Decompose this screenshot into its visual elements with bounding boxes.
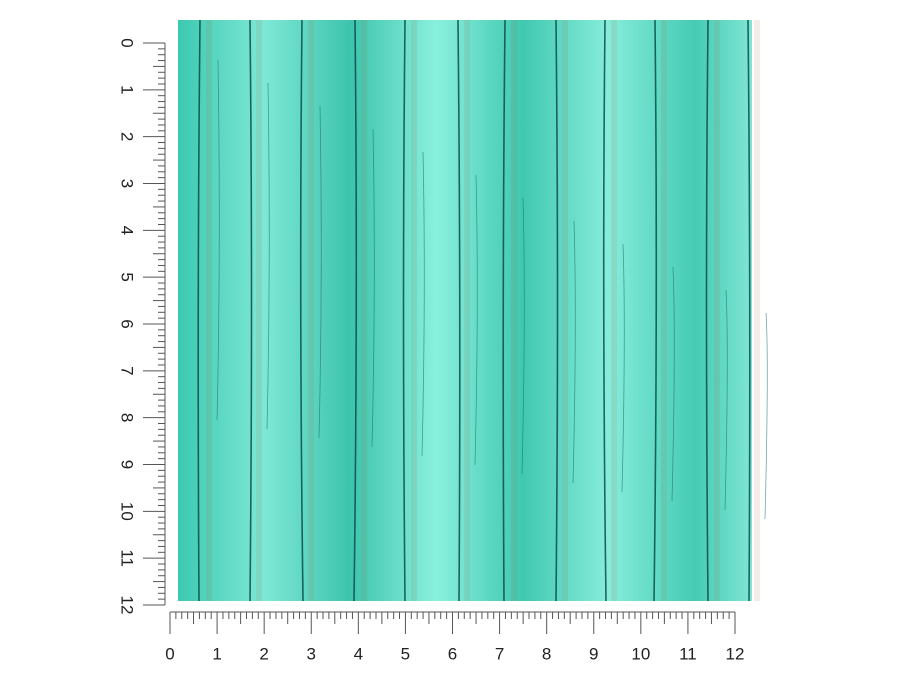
plank-wear	[714, 20, 720, 601]
ruler-label: 3	[118, 179, 137, 188]
ruler-label: 12	[726, 644, 745, 663]
plank-wear	[754, 20, 760, 601]
ruler-label: 9	[118, 460, 137, 469]
ruler-label: 6	[448, 644, 457, 663]
plank-crack	[764, 312, 768, 520]
plank-wear	[511, 20, 517, 601]
plank-crack	[521, 197, 525, 475]
plank-seam	[747, 19, 751, 602]
ruler-label: 10	[118, 502, 137, 521]
plank-seam	[402, 19, 406, 602]
plank-seam	[705, 19, 709, 602]
plank-crack	[572, 220, 576, 484]
plank-crack	[371, 128, 375, 448]
ruler-label: 7	[118, 366, 137, 375]
ruler-label: 4	[354, 644, 363, 663]
plank-seam	[555, 19, 559, 602]
ruler-label: 12	[118, 596, 137, 615]
plank-crack	[474, 174, 478, 466]
ruler-label: 11	[118, 549, 137, 567]
ruler-label: 7	[495, 644, 504, 663]
ruler-label: 3	[307, 644, 316, 663]
plank-crack	[621, 243, 625, 493]
ruler-label: 8	[542, 644, 551, 663]
ruler-label: 2	[259, 644, 268, 663]
plank-wear	[411, 20, 417, 601]
ruler-label: 1	[212, 644, 221, 663]
ruler-label: 0	[118, 38, 137, 47]
plank-crack	[671, 266, 675, 502]
plank-seam	[197, 19, 201, 602]
ruler-label: 11	[679, 644, 697, 663]
plank-crack	[724, 289, 728, 511]
ruler-label: 9	[589, 644, 598, 663]
plank-seam	[353, 19, 358, 602]
plank-wear	[464, 20, 470, 601]
texture-swatch	[178, 19, 768, 602]
plank-crack	[318, 105, 322, 439]
ruler-label: 5	[401, 644, 410, 663]
ruler-label: 5	[118, 272, 137, 281]
plank-wear	[308, 20, 314, 601]
ruler-label: 4	[118, 226, 137, 235]
plank-crack	[266, 82, 270, 430]
ruler-label: 8	[118, 413, 137, 422]
ruler-label: 0	[165, 644, 174, 663]
plank-seam	[653, 19, 658, 602]
plank-wear	[611, 20, 617, 601]
ruler-label: 6	[118, 319, 137, 328]
plank-crack	[216, 59, 220, 421]
ruler-label: 2	[118, 132, 137, 141]
plank-wear	[361, 20, 367, 601]
ruler-label: 10	[631, 644, 650, 663]
plank-wear	[562, 20, 568, 601]
plank-seam	[502, 19, 506, 602]
plank-seam	[249, 19, 253, 602]
plank-seam	[602, 19, 607, 602]
plank-seam	[299, 19, 304, 602]
plank-crack	[421, 151, 425, 457]
plank-wear	[661, 20, 667, 601]
plank-seam	[457, 19, 461, 602]
ruler-label: 1	[118, 85, 137, 94]
plank-wear	[256, 20, 262, 601]
plank-wear	[206, 20, 212, 601]
